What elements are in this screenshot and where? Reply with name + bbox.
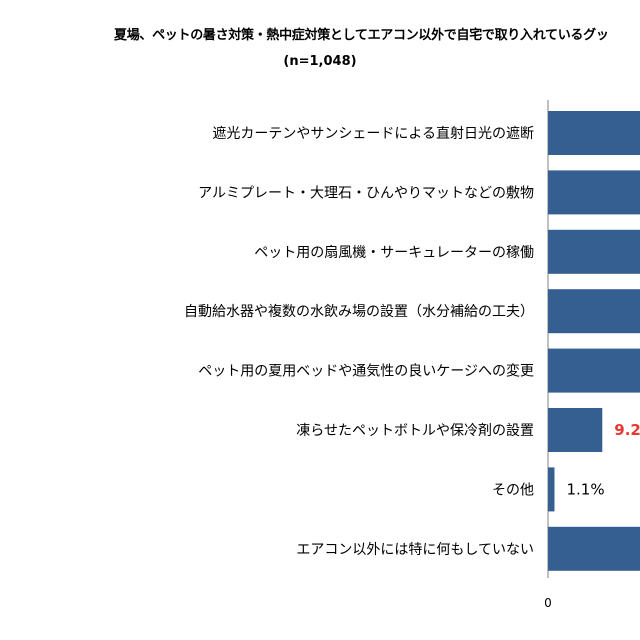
- bar-2: [548, 170, 640, 215]
- chart-subtitle: (n=1,048): [283, 54, 357, 69]
- bar-8: [548, 526, 640, 571]
- bar-3: [548, 229, 640, 274]
- category-label-6: 凍らせたペットボトルや保冷剤の設置: [296, 423, 534, 439]
- bar-4: [548, 289, 640, 334]
- category-label-3: ペット用の扇風機・サーキュレーターの稼働: [254, 245, 534, 261]
- category-label-4: 自動給水器や複数の水飲み場の設置（水分補給の工夫）: [184, 303, 534, 320]
- bar-5: [548, 348, 640, 393]
- bar-1: [548, 111, 640, 155]
- chart-title: 夏場、ペットの暑さ対策・熱中症対策としてエアコン以外で自宅で取り入れているグッ: [114, 28, 609, 43]
- bar-7: [548, 467, 555, 512]
- category-label-1: 遮光カーテンやサンシェードによる直射日光の遮断: [212, 125, 534, 142]
- category-label-2: アルミプレート・大理石・ひんやりマットなどの敷物: [198, 185, 534, 201]
- bar-6: [548, 408, 603, 452]
- category-label-7: その他: [492, 482, 534, 498]
- category-label-5: ペット用の夏用ベッドや通気性の良いケージへの変更: [198, 363, 534, 380]
- value-label-7: 1.1%: [566, 480, 604, 498]
- x-tick-label-1: 0: [544, 596, 552, 610]
- category-label-8: エアコン以外には特に何もしていない: [296, 542, 534, 558]
- value-label-6: 9.2: [614, 421, 640, 439]
